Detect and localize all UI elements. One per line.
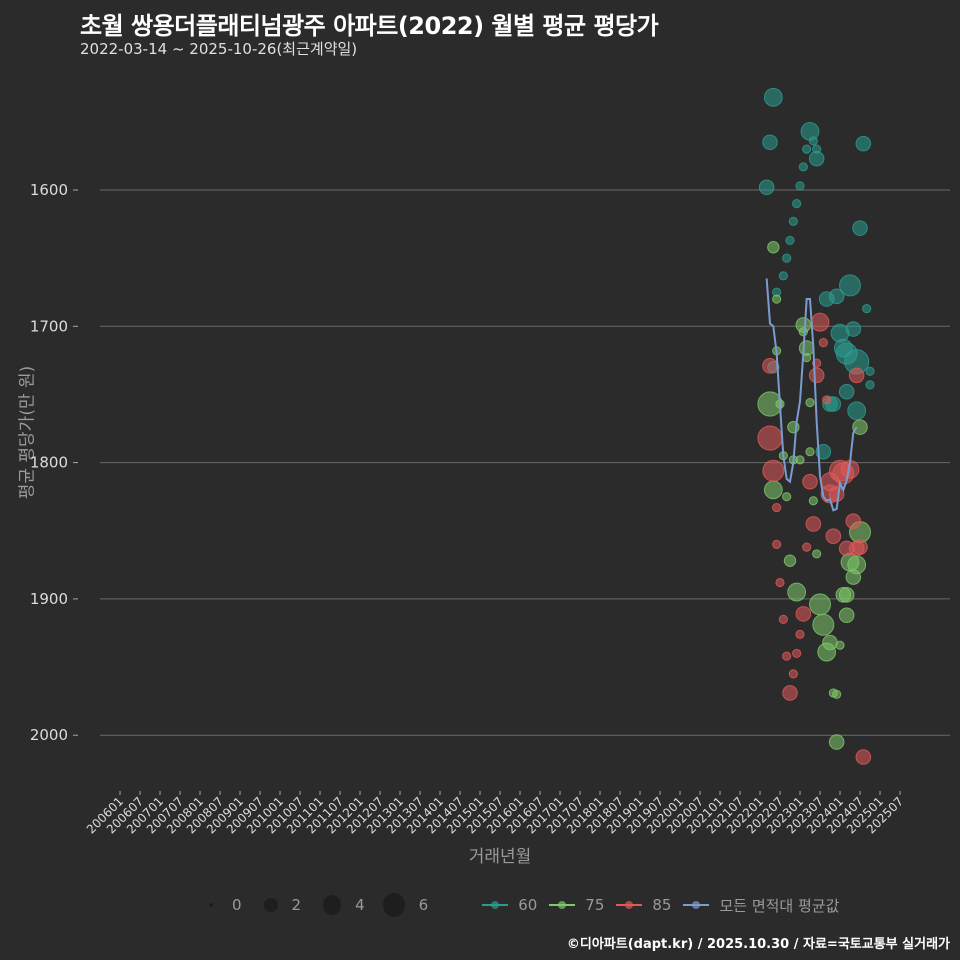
data-point[interactable]: [772, 502, 782, 513]
data-point[interactable]: [772, 294, 782, 304]
data-point[interactable]: [802, 473, 818, 490]
data-point[interactable]: [805, 447, 815, 457]
data-point[interactable]: [782, 492, 792, 502]
legend: 0 2 4 6 60 75 85 모든 면적대 평균값: [200, 893, 851, 917]
data-point[interactable]: [848, 367, 865, 384]
legend-size-6: 6: [377, 893, 428, 917]
data-point[interactable]: [812, 549, 822, 559]
data-point[interactable]: [812, 144, 822, 154]
data-point[interactable]: [847, 555, 867, 575]
source-footer: ©디아파트(dapt.kr) / 2025.10.30 / 자료=국토교통부 실…: [566, 937, 950, 952]
data-point[interactable]: [762, 459, 785, 482]
data-point[interactable]: [795, 629, 805, 639]
data-point[interactable]: [782, 685, 798, 701]
data-point[interactable]: [852, 220, 868, 236]
data-point[interactable]: [757, 425, 783, 451]
data-point[interactable]: [782, 651, 792, 661]
y-tick-label: 2000: [30, 726, 68, 744]
data-point[interactable]: [802, 144, 812, 154]
data-point[interactable]: [862, 303, 872, 314]
data-point[interactable]: [798, 162, 808, 172]
chart-title: 초월 쌍용더플래티넘광주 아파트(2022) 월별 평균 평당가: [80, 12, 659, 40]
data-point[interactable]: [762, 134, 778, 151]
data-point[interactable]: [805, 398, 815, 408]
y-tick-label: 1600: [30, 181, 68, 199]
series-60: [758, 87, 875, 460]
x-axis-title: 거래년월: [468, 847, 532, 867]
legend-series-85: 85: [616, 896, 671, 914]
data-point[interactable]: [810, 312, 830, 332]
legend-series-75: 75: [549, 896, 604, 914]
y-tick-label: 1900: [30, 590, 68, 608]
data-point[interactable]: [802, 542, 812, 552]
data-point[interactable]: [795, 455, 805, 465]
data-point[interactable]: [855, 135, 872, 152]
legend-size-0: 0: [200, 896, 242, 914]
legend-series-average: 모든 면적대 평균값: [683, 895, 839, 916]
legend-series-60: 60: [482, 896, 537, 914]
data-point[interactable]: [808, 136, 818, 146]
data-point[interactable]: [818, 338, 828, 348]
data-point[interactable]: [782, 253, 792, 263]
y-tick-label: 1800: [30, 454, 68, 472]
data-point[interactable]: [787, 582, 807, 602]
data-point[interactable]: [822, 634, 838, 651]
data-point[interactable]: [835, 640, 845, 650]
data-point[interactable]: [852, 539, 868, 555]
data-point[interactable]: [758, 179, 775, 196]
data-point[interactable]: [792, 648, 802, 659]
data-point[interactable]: [795, 606, 812, 622]
data-point[interactable]: [825, 528, 842, 545]
data-point[interactable]: [788, 669, 798, 679]
data-point[interactable]: [785, 235, 795, 246]
data-point[interactable]: [772, 539, 782, 549]
data-point[interactable]: [828, 288, 845, 305]
data-point[interactable]: [763, 480, 783, 500]
chart-subtitle: 2022-03-14 ~ 2025-10-26(최근계약일): [80, 40, 358, 58]
data-point[interactable]: [783, 554, 797, 567]
data-point[interactable]: [812, 613, 835, 636]
data-point[interactable]: [839, 274, 861, 297]
legend-size-4: 4: [313, 895, 365, 915]
average-line: [765, 278, 858, 512]
data-point[interactable]: [762, 358, 778, 374]
data-point[interactable]: [838, 383, 855, 400]
data-point[interactable]: [838, 607, 855, 624]
data-point[interactable]: [845, 513, 862, 530]
data-point[interactable]: [822, 395, 832, 405]
data-point[interactable]: [865, 366, 875, 376]
data-point[interactable]: [832, 689, 842, 699]
data-point[interactable]: [845, 321, 862, 337]
data-point[interactable]: [795, 181, 805, 191]
data-point[interactable]: [788, 216, 798, 226]
data-point[interactable]: [778, 271, 788, 281]
y-tick-label: 1700: [30, 317, 68, 335]
series-85: [757, 312, 872, 765]
data-point[interactable]: [798, 327, 808, 337]
data-point[interactable]: [775, 577, 785, 588]
data-point[interactable]: [852, 419, 868, 435]
legend-size-2: 2: [254, 896, 301, 914]
data-point[interactable]: [865, 380, 875, 390]
data-point[interactable]: [763, 87, 783, 107]
data-point[interactable]: [838, 587, 855, 603]
data-point[interactable]: [778, 614, 788, 624]
data-point[interactable]: [792, 199, 802, 209]
data-point[interactable]: [855, 749, 872, 765]
data-point[interactable]: [809, 593, 831, 616]
data-point[interactable]: [805, 516, 822, 532]
data-point[interactable]: [808, 367, 825, 384]
data-point[interactable]: [808, 496, 818, 506]
data-point[interactable]: [828, 734, 845, 750]
data-point[interactable]: [847, 401, 867, 421]
data-point[interactable]: [767, 241, 780, 254]
